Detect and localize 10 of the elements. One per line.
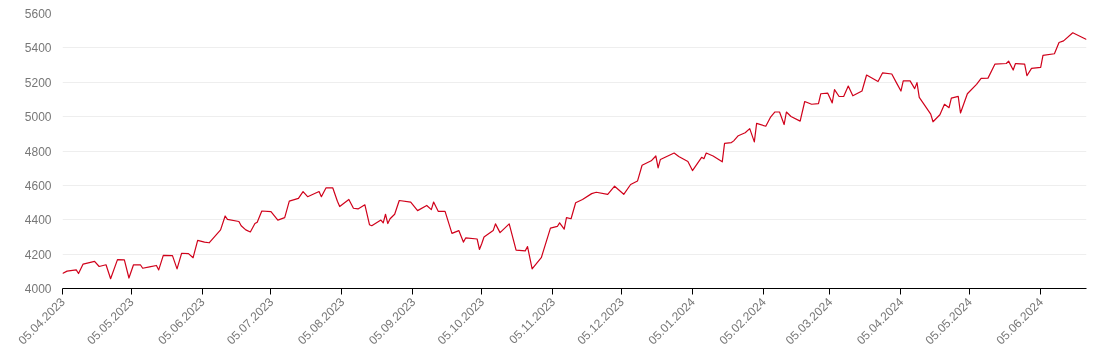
y-tick-label: 5000 (24, 110, 52, 125)
y-tick-label: 5400 (24, 41, 52, 56)
y-tick-label: 4000 (24, 282, 52, 296)
y-tick-label: 4600 (24, 178, 52, 193)
y-tick-label: 4400 (24, 213, 52, 228)
y-tick-label: 4200 (24, 247, 52, 262)
y-tick-label: 5600 (24, 7, 52, 21)
y-tick-label: 4800 (24, 144, 52, 159)
line-series (62, 32, 1087, 280)
y-tick-label: 5200 (24, 75, 52, 90)
